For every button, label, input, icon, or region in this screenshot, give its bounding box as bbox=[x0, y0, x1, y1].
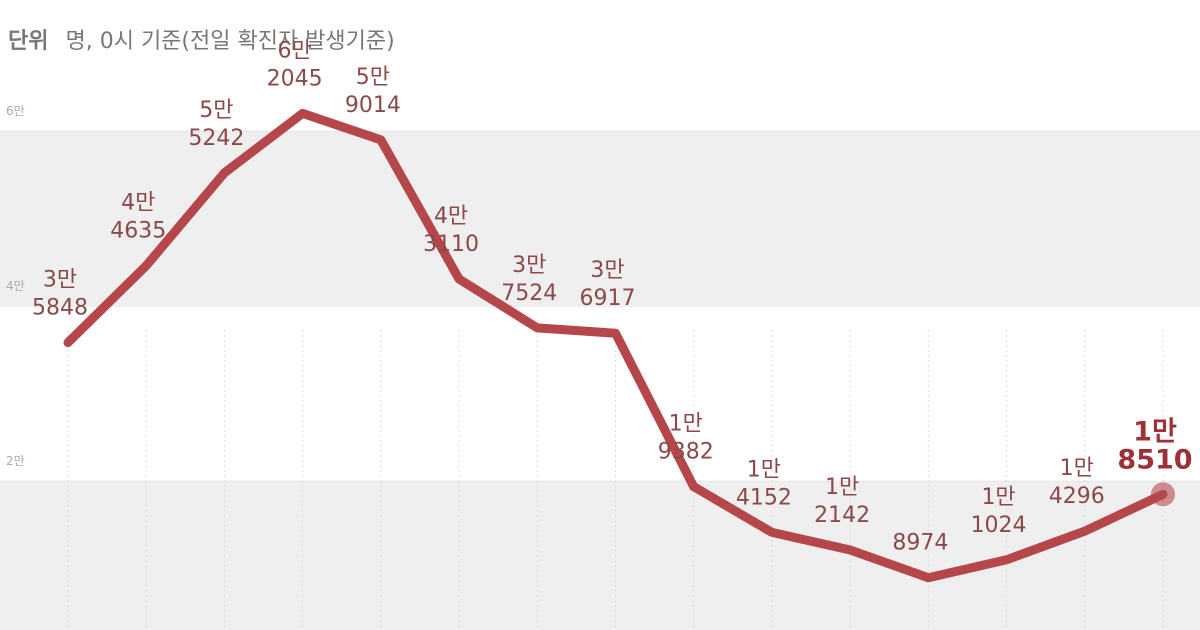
data-label: 1만 8510 bbox=[1117, 416, 1192, 475]
y-tick-label: 2만 bbox=[6, 454, 25, 468]
data-label-line: 5242 bbox=[188, 126, 244, 151]
data-label: 4만 4635 bbox=[110, 191, 166, 244]
data-label-line: 4296 bbox=[1049, 484, 1105, 509]
chart-subtitle: 단위 명, 0시 기준(전일 확진자 발생기준) bbox=[8, 29, 395, 54]
data-label-line: 9382 bbox=[658, 440, 714, 465]
data-label-line: 3만 bbox=[43, 268, 77, 293]
y-tick-label: 4만 bbox=[6, 279, 25, 293]
data-label-line: 8510 bbox=[1117, 444, 1192, 475]
data-label: 5만 5242 bbox=[188, 98, 244, 151]
grid-band bbox=[0, 481, 1200, 630]
data-label-line: 1만 bbox=[669, 412, 703, 437]
data-label: 5만 9014 bbox=[345, 65, 401, 118]
data-label-line: 3만 bbox=[512, 253, 546, 278]
data-label-line: 1만 bbox=[1133, 416, 1177, 447]
data-label: 6만 2045 bbox=[267, 38, 323, 91]
data-label-line: 5만 bbox=[356, 65, 390, 90]
y-tick-label: 6만 bbox=[6, 104, 25, 118]
data-label: 3만 6917 bbox=[580, 258, 636, 311]
data-label: 1만 2142 bbox=[814, 475, 870, 528]
data-label-line: 6917 bbox=[580, 286, 636, 311]
data-label-line: 5848 bbox=[32, 296, 88, 321]
data-label-line: 5만 bbox=[199, 98, 233, 123]
data-label: 1만 1024 bbox=[971, 485, 1027, 538]
data-label: 1만 4152 bbox=[736, 457, 792, 510]
data-label: 3만 5848 bbox=[32, 268, 88, 321]
data-line bbox=[63, 108, 1168, 583]
data-label-line: 1만 bbox=[1060, 456, 1094, 481]
plot-background bbox=[0, 130, 1200, 630]
data-label-line: 4635 bbox=[110, 219, 166, 244]
data-label-line: 2142 bbox=[814, 503, 870, 528]
data-label-line: 3110 bbox=[423, 232, 479, 257]
data-label-line: 1만 bbox=[747, 457, 781, 482]
data-label-line: 1만 bbox=[981, 485, 1015, 510]
data-label-line: 1만 bbox=[825, 475, 859, 500]
subtitle-unit: 단위 bbox=[8, 29, 48, 54]
data-label-line: 4만 bbox=[121, 191, 155, 216]
data-label: 3만 7524 bbox=[501, 253, 557, 306]
data-label-line: 6만 bbox=[278, 38, 312, 63]
data-label-line: 3만 bbox=[590, 258, 624, 283]
data-label: 1만 9382 bbox=[658, 412, 714, 465]
data-label-line: 2045 bbox=[267, 66, 323, 91]
data-label: 1만 4296 bbox=[1049, 456, 1105, 509]
data-label-line: 8974 bbox=[892, 531, 948, 556]
data-label-line: 9014 bbox=[345, 93, 401, 118]
subtitle-text: 명, 0시 기준(전일 확진자 발생기준) bbox=[65, 29, 394, 54]
data-label-line: 4만 bbox=[434, 204, 468, 229]
data-point bbox=[1151, 482, 1175, 507]
data-label: 8974 bbox=[892, 531, 948, 556]
data-label-line: 7524 bbox=[501, 281, 557, 306]
data-label-line: 1024 bbox=[971, 513, 1027, 538]
data-label: 4만 3110 bbox=[423, 204, 479, 257]
grid-band bbox=[0, 131, 1200, 307]
data-label-line: 4152 bbox=[736, 485, 792, 510]
